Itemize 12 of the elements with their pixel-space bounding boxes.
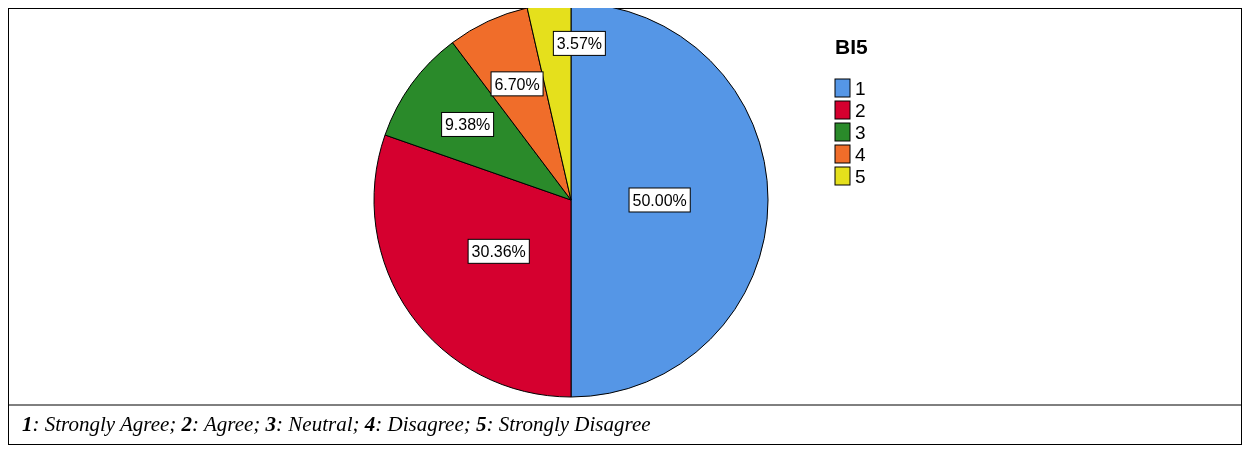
data-label: 3.57% [556, 35, 603, 53]
legend-label: 2 [855, 100, 866, 121]
data-label: 6.70% [494, 75, 540, 93]
data-label: 30.36% [471, 243, 526, 261]
legend-title: BI5 [835, 35, 868, 58]
legend-label: 1 [855, 78, 866, 99]
data-label: 50.00% [632, 191, 687, 209]
data-label: 9.38% [444, 116, 491, 134]
text: 1: Strongly Agree; 2: Agree; 3: Neutral; 4: Disagree; 5: Strongly Disagree [22, 412, 651, 436]
legend-label: 4 [855, 144, 866, 165]
legend-label: 3 [855, 122, 866, 143]
legend-label: 5 [855, 166, 866, 187]
